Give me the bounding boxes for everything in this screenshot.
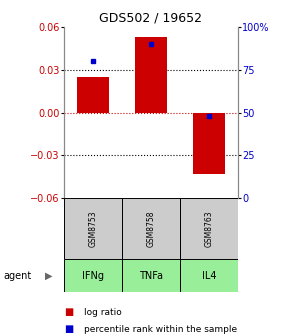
Bar	[122, 259, 180, 292]
Text: GSM8758: GSM8758	[146, 210, 155, 247]
Text: log ratio: log ratio	[84, 308, 122, 317]
Bar	[135, 37, 167, 113]
Text: percentile rank within the sample: percentile rank within the sample	[84, 325, 237, 334]
Text: IFNg: IFNg	[82, 270, 104, 281]
Text: GSM8763: GSM8763	[204, 210, 213, 247]
Bar	[180, 198, 238, 259]
Text: TNFa: TNFa	[139, 270, 163, 281]
Bar	[64, 198, 122, 259]
Text: ■: ■	[64, 307, 73, 318]
Bar	[193, 113, 225, 174]
Title: GDS502 / 19652: GDS502 / 19652	[99, 11, 202, 24]
Text: agent: agent	[3, 270, 31, 281]
Text: ■: ■	[64, 324, 73, 334]
Text: ▶: ▶	[45, 270, 52, 281]
Bar	[77, 77, 109, 113]
Bar	[122, 198, 180, 259]
Text: GSM8753: GSM8753	[88, 210, 97, 247]
Bar	[180, 259, 238, 292]
Bar	[64, 259, 122, 292]
Text: IL4: IL4	[202, 270, 216, 281]
